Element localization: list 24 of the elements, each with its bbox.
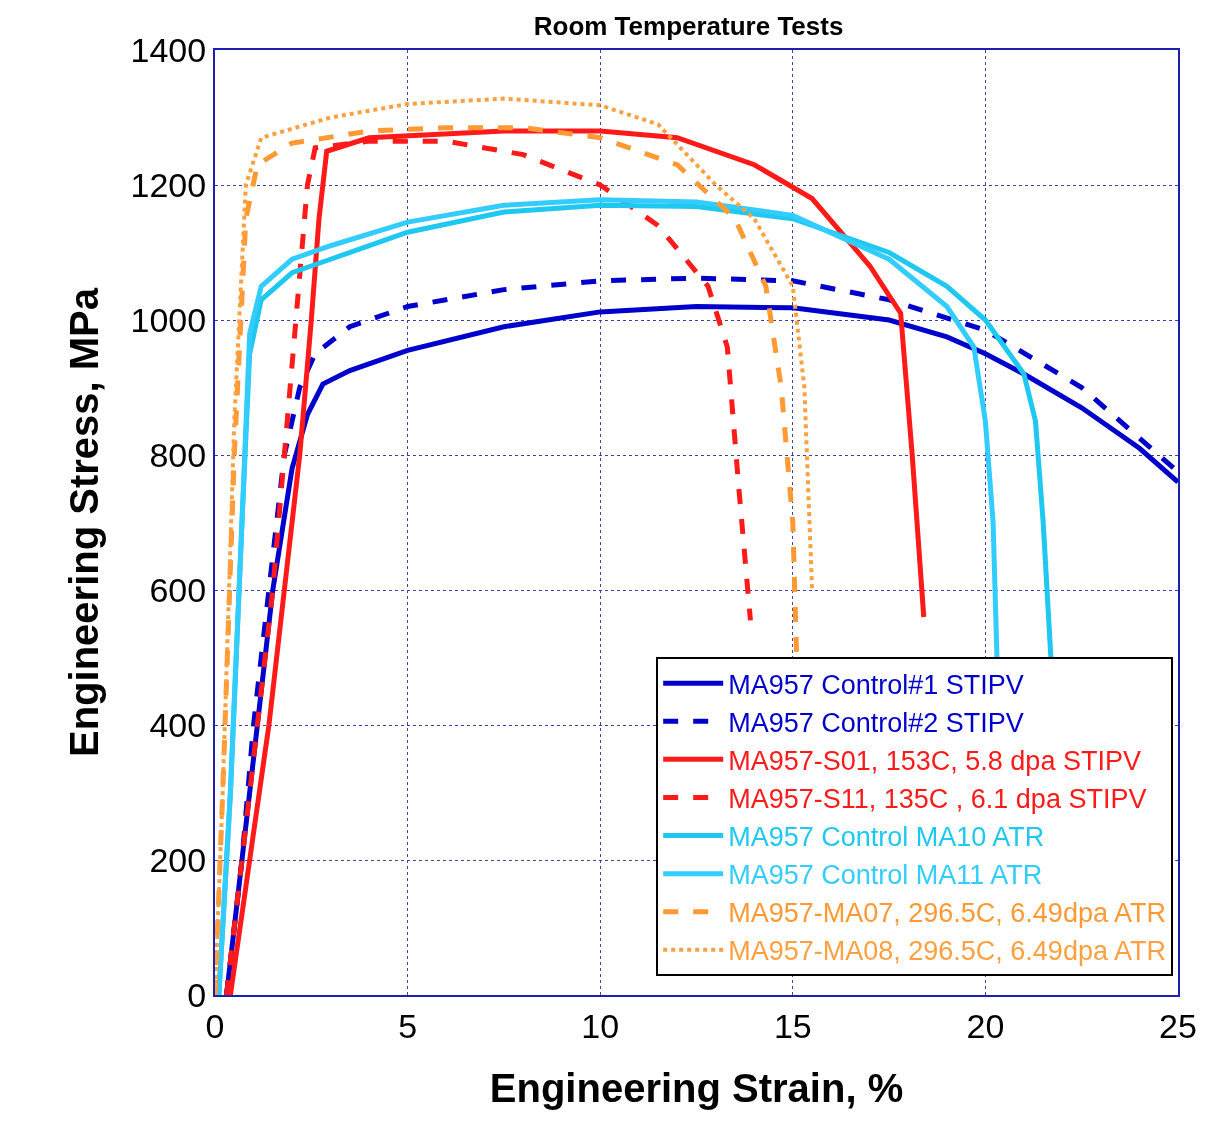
y-tick-label: 1400 [130, 30, 207, 69]
legend-label: MA957 Control#1 STIPV [728, 669, 1024, 700]
y-tick-label: 400 [149, 705, 207, 744]
legend-label: MA957-S11, 135C , 6.1 dpa STIPV [728, 783, 1147, 814]
y-tick-label: 200 [149, 840, 207, 879]
legend-label: MA957 Control MA11 ATR [728, 860, 1043, 891]
legend-label: MA957-S01, 153C, 5.8 dpa STIPV [728, 745, 1141, 776]
x-tick-label: 15 [773, 1006, 812, 1045]
y-tick-label: 1200 [130, 165, 207, 204]
y-tick-label: 1000 [130, 300, 207, 339]
x-tick-label: 20 [966, 1006, 1005, 1045]
legend-label: MA957-MA07, 296.5C, 6.49dpa ATR [728, 898, 1166, 929]
y-axis-title: Engineering Stress, MPa [61, 287, 106, 758]
legend-label: MA957 Control MA10 ATR [728, 822, 1045, 853]
legend-label: MA957-MA08, 296.5C, 6.49dpa ATR [728, 936, 1166, 967]
legend-label: MA957 Control#2 STIPV [728, 707, 1024, 738]
chart-title: Room Temperature Tests [533, 11, 844, 42]
x-tick-label: 25 [1159, 1006, 1197, 1045]
y-tick-label: 600 [149, 570, 207, 609]
y-tick-label: 800 [149, 435, 207, 474]
x-axis-title: Engineering Strain, % [489, 1065, 904, 1110]
x-tick-label: 10 [581, 1006, 620, 1045]
x-tick-label: 5 [398, 1006, 418, 1045]
y-tick-label: 0 [187, 975, 207, 1014]
